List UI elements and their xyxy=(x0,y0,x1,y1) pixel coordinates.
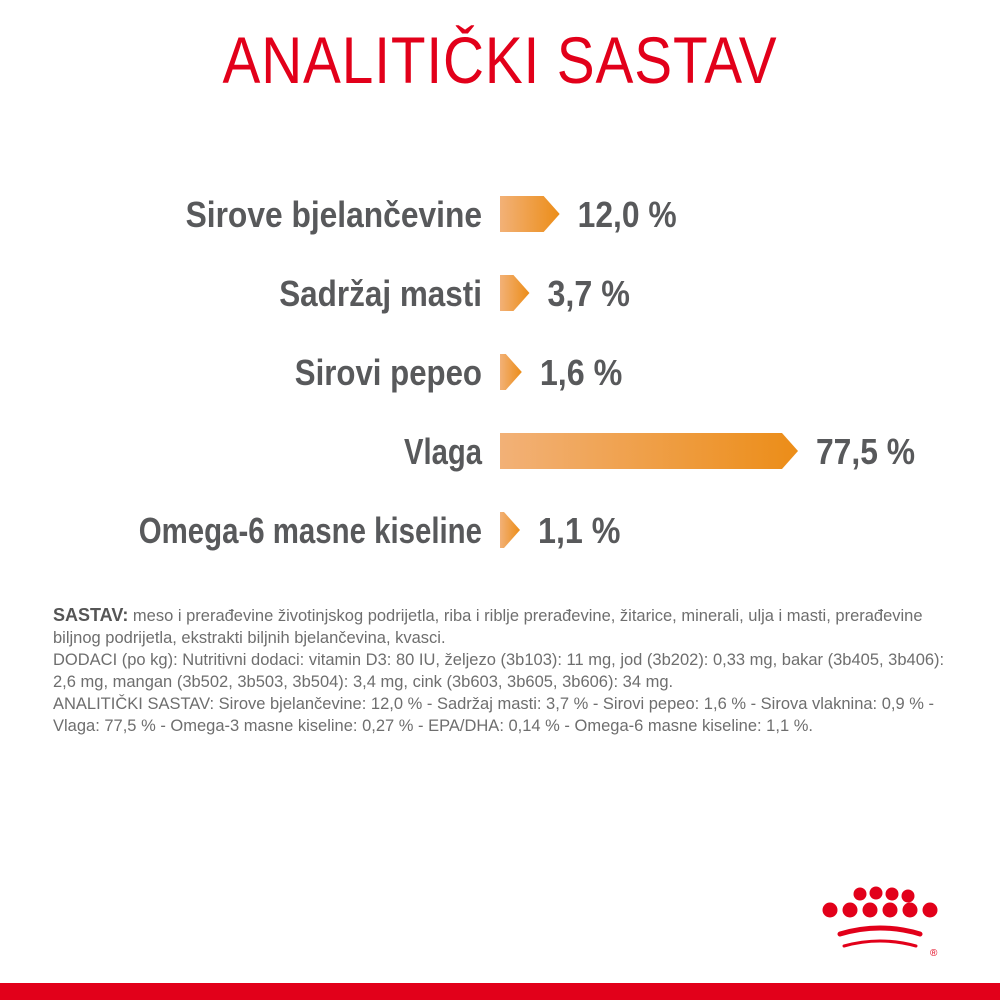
nutrition-bar-chart: Sirove bjelančevine 12,0 % Sadržaj masti 3,… xyxy=(139,194,915,551)
value-label: 1,6 % xyxy=(540,352,623,393)
value-label: 77,5 % xyxy=(816,431,915,472)
category-label: Vlaga xyxy=(404,431,483,472)
logo-dot xyxy=(902,902,918,918)
dodaci-paragraph: DODACI (po kg): Nutritivni dodaci: vitam… xyxy=(53,651,945,691)
bar xyxy=(500,196,560,232)
category-label: Sadržaj masti xyxy=(279,273,482,314)
bar xyxy=(500,433,798,469)
bar xyxy=(500,275,530,311)
logo-arc xyxy=(837,925,923,937)
logo-dot xyxy=(885,887,899,901)
value-label: 12,0 % xyxy=(578,194,677,235)
logo-dot xyxy=(901,889,915,903)
logo-dot xyxy=(869,886,883,900)
category-label: Sirovi pepeo xyxy=(295,352,482,393)
analiticki-paragraph: ANALITIČKI SASTAV: Sirove bjelančevine: … xyxy=(53,695,934,735)
composition-text: SASTAV: meso i prerađevine životinjskog … xyxy=(53,604,963,737)
bottom-brand-bar xyxy=(0,983,1000,1000)
value-label: 3,7 % xyxy=(547,273,630,314)
sastav-text: meso i prerađevine životinjskog podrijet… xyxy=(53,607,923,647)
logo-registered-mark: ® xyxy=(930,948,938,959)
sastav-label: SASTAV: xyxy=(53,605,129,625)
logo-dot xyxy=(853,887,867,901)
category-label: Omega-6 masne kiseline xyxy=(139,510,482,551)
logo-dot xyxy=(822,902,838,918)
page-title: ANALITIČKI SASTAV xyxy=(222,23,778,97)
bar xyxy=(500,512,521,548)
sastav-paragraph: SASTAV: meso i prerađevine životinjskog … xyxy=(53,604,963,649)
logo-dot xyxy=(862,902,878,918)
logo-dot xyxy=(922,902,938,918)
logo-dot xyxy=(842,902,858,918)
logo-dot xyxy=(882,902,898,918)
crown-logo-icon: ® xyxy=(822,886,938,959)
value-label: 1,1 % xyxy=(538,510,621,551)
bar xyxy=(500,354,522,390)
category-label: Sirove bjelančevine xyxy=(186,194,482,235)
logo-arc xyxy=(842,939,918,948)
